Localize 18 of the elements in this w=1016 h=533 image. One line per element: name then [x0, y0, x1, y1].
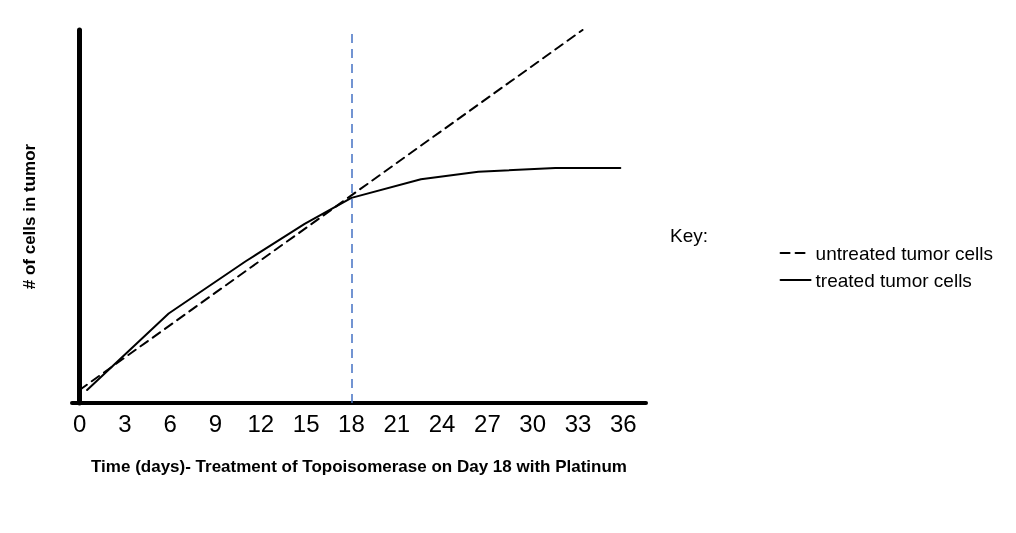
legend-label: untreated tumor cells — [815, 242, 993, 264]
x-tick-label: 33 — [564, 409, 592, 437]
x-tick-label: 27 — [474, 409, 501, 437]
x-tick-label: 18 — [338, 409, 365, 437]
x-tick-label: 0 — [72, 409, 87, 437]
x-tick-label: 30 — [519, 409, 547, 437]
x-tick-label: 24 — [428, 409, 456, 437]
x-tick-label: 21 — [383, 409, 411, 437]
x-axis-title: Time (days)- Treatment of Topoisomerase on Day 18 with Platinum — [91, 456, 627, 476]
x-tick-label: 12 — [247, 409, 275, 437]
legend-label: treated tumor cells — [815, 269, 972, 291]
legend-title: Key: — [669, 225, 709, 246]
x-tick-label: 9 — [208, 409, 223, 437]
y-axis-title: # of cells in tumor — [20, 143, 39, 290]
x-tick-label: 36 — [609, 409, 637, 437]
x-tick-label: 3 — [118, 409, 132, 437]
x-tick-label: 15 — [292, 409, 320, 437]
x-tick-label: 6 — [163, 409, 177, 437]
